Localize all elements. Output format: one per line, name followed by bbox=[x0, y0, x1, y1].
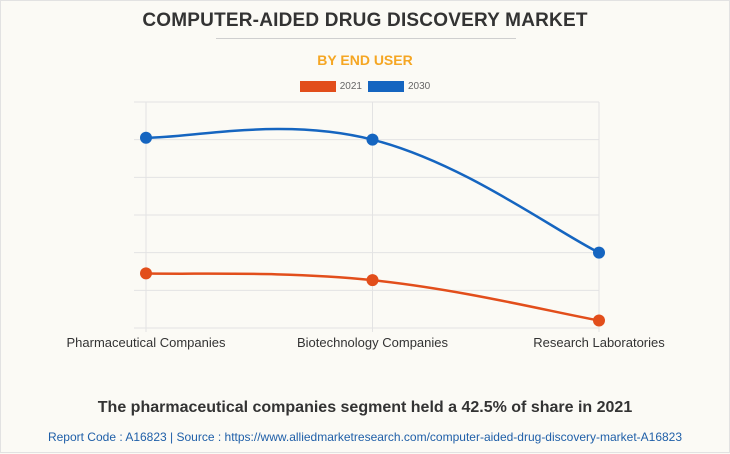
x-axis-labels: Pharmaceutical Companies Biotechnology C… bbox=[67, 335, 666, 350]
legend-label-2021: 2021 bbox=[339, 81, 362, 92]
title-divider bbox=[216, 38, 516, 39]
legend-swatch-2030 bbox=[368, 81, 404, 92]
chart-title: COMPUTER-AIDED DRUG DISCOVERY MARKET bbox=[142, 10, 588, 31]
data-point-2030[interactable] bbox=[366, 133, 379, 146]
legend-swatch-2021 bbox=[299, 81, 336, 92]
x-tick-label: Pharmaceutical Companies bbox=[67, 335, 226, 350]
legend-label-2030: 2030 bbox=[408, 81, 431, 92]
legend-item-2030[interactable]: 2030 bbox=[368, 81, 430, 92]
legend-item-2021[interactable]: 2021 bbox=[299, 81, 362, 92]
key-finding: The pharmaceutical companies segment hel… bbox=[97, 399, 633, 416]
data-point-2021[interactable] bbox=[140, 267, 152, 280]
x-tick-label: Research Laboratories bbox=[533, 335, 665, 350]
series-layer bbox=[140, 127, 605, 327]
grid bbox=[134, 101, 600, 332]
chart-subtitle: BY END USER bbox=[317, 52, 413, 68]
legend: 2021 2030 bbox=[1, 81, 729, 92]
source-link[interactable]: Report Code : A16823 | Source : https://… bbox=[47, 430, 683, 444]
data-point-2021[interactable] bbox=[593, 314, 605, 327]
data-point-2030[interactable] bbox=[593, 246, 605, 259]
x-tick-label: Biotechnology Companies bbox=[297, 335, 449, 350]
data-point-2030[interactable] bbox=[140, 131, 152, 144]
data-point-2021[interactable] bbox=[366, 274, 379, 287]
